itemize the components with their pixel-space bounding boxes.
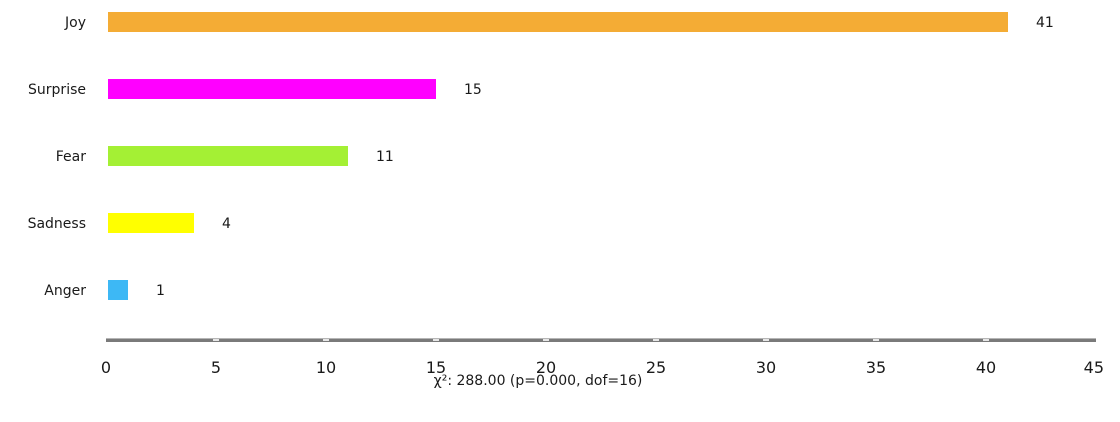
- x-tick-mark-10: [323, 339, 329, 341]
- x-tick-label-15: 15: [426, 358, 446, 377]
- chi-square-statistic: χ²: 288.00 (p=0.000, dof=16): [434, 373, 643, 389]
- value-label-anger: 1: [156, 283, 165, 299]
- x-tick-label-10: 10: [316, 358, 336, 377]
- value-label-joy: 41: [1036, 15, 1054, 31]
- x-tick-label-5: 5: [211, 358, 221, 377]
- x-tick-label-35: 35: [866, 358, 886, 377]
- category-label-sadness: Sadness: [28, 216, 86, 232]
- category-label-joy: Joy: [64, 15, 86, 31]
- value-label-surprise: 15: [464, 82, 482, 98]
- value-label-fear: 11: [376, 149, 394, 165]
- x-tick-label-30: 30: [756, 358, 776, 377]
- x-tick-mark-30: [763, 339, 769, 341]
- x-tick-label-25: 25: [646, 358, 666, 377]
- x-tick-label-45: 45: [1084, 358, 1104, 377]
- x-axis-line-highlight: [106, 338, 1096, 339]
- bar-joy: [108, 12, 1008, 32]
- bar-surprise: [108, 79, 436, 99]
- x-axis: 0 5 10 15 20 25 30 35 40 45: [101, 338, 1104, 377]
- x-tick-label-20: 20: [536, 358, 556, 377]
- value-label-sadness: 4: [222, 216, 231, 232]
- x-axis-line: [106, 338, 1096, 342]
- x-tick-mark-15: [433, 339, 439, 341]
- x-tick-mark-20: [543, 339, 549, 341]
- x-tick-mark-40: [983, 339, 989, 341]
- bar-sadness: [108, 213, 194, 233]
- x-tick-label-40: 40: [976, 358, 996, 377]
- x-tick-label-0: 0: [101, 358, 111, 377]
- bar-fear: [108, 146, 348, 166]
- category-label-anger: Anger: [44, 283, 86, 299]
- x-tick-mark-35: [873, 339, 879, 341]
- category-label-surprise: Surprise: [28, 82, 86, 98]
- x-tick-mark-5: [213, 339, 219, 341]
- x-tick-mark-25: [653, 339, 659, 341]
- bar-anger: [108, 280, 128, 300]
- bars-layer: Joy 41 Surprise 15 Fear 11 Sadness 4 Anger 1: [28, 12, 1054, 300]
- category-label-fear: Fear: [56, 149, 86, 165]
